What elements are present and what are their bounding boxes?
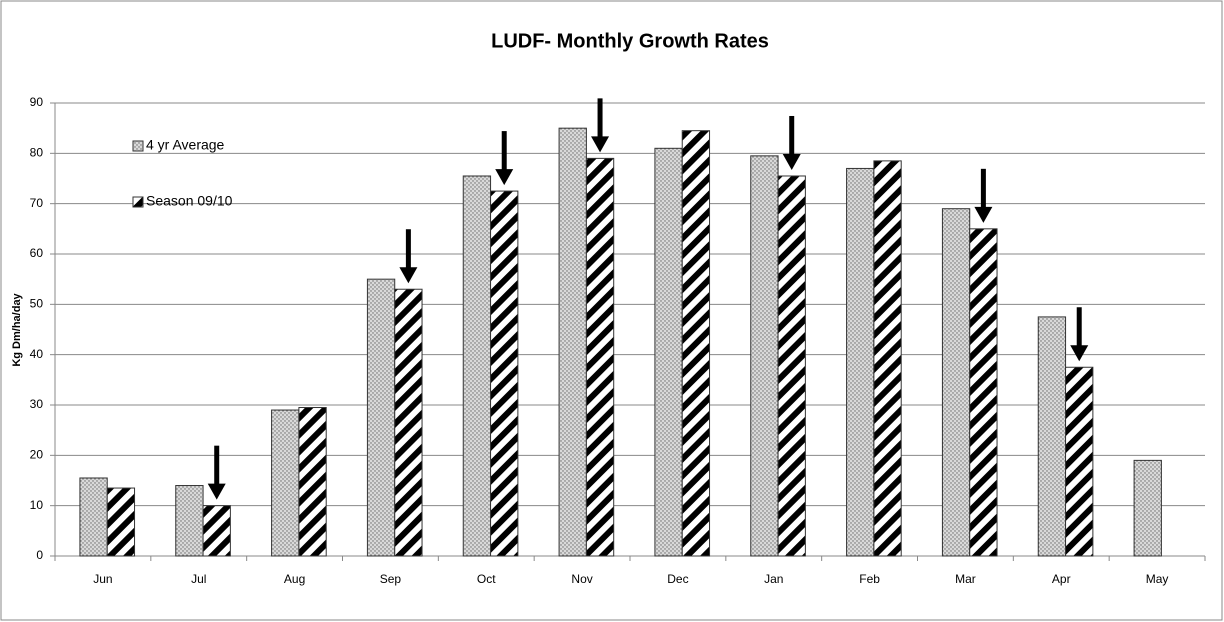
x-tick-label: Nov bbox=[571, 572, 592, 586]
bar bbox=[106, 487, 136, 557]
y-tick-label: 40 bbox=[30, 347, 44, 361]
arrow-head bbox=[207, 483, 226, 500]
y-tick-label: 0 bbox=[36, 548, 43, 562]
y-tick-label: 70 bbox=[30, 196, 44, 210]
legend-label: 4 yr Average bbox=[146, 137, 225, 153]
bar bbox=[1065, 366, 1094, 557]
bar bbox=[941, 208, 971, 557]
y-tick-label: 60 bbox=[30, 246, 44, 260]
bar bbox=[1133, 459, 1162, 557]
chart-title: LUDF- Monthly Growth Rates bbox=[491, 30, 769, 52]
x-tick-label: Jul bbox=[191, 572, 206, 586]
y-tick-label: 50 bbox=[30, 297, 44, 311]
bar bbox=[175, 485, 204, 557]
bar bbox=[585, 157, 615, 557]
arrow-head bbox=[591, 136, 610, 153]
bar bbox=[846, 167, 875, 557]
x-tick-label: Jan bbox=[764, 572, 783, 586]
arrow-head bbox=[1070, 345, 1089, 362]
y-tick-label: 90 bbox=[30, 95, 44, 109]
arrow-head bbox=[495, 169, 514, 186]
x-tick-label: Jun bbox=[93, 572, 112, 586]
bar bbox=[462, 175, 492, 557]
bar bbox=[202, 505, 231, 557]
y-tick-label: 20 bbox=[30, 448, 44, 462]
y-tick-label: 30 bbox=[30, 397, 44, 411]
x-tick-label: Oct bbox=[477, 572, 496, 586]
legend-label: Season 09/10 bbox=[146, 193, 233, 209]
arrow-head bbox=[974, 206, 993, 223]
x-tick-label: May bbox=[1146, 572, 1169, 586]
legend-swatch bbox=[132, 196, 144, 208]
legend-swatch bbox=[132, 140, 144, 152]
y-tick-label: 10 bbox=[30, 498, 44, 512]
bar bbox=[79, 477, 108, 557]
bar bbox=[681, 130, 711, 557]
bar bbox=[750, 155, 779, 557]
bar bbox=[969, 228, 998, 557]
bar bbox=[873, 160, 902, 557]
x-tick-label: Apr bbox=[1052, 572, 1071, 586]
arrow-head bbox=[782, 153, 801, 170]
x-tick-label: Sep bbox=[380, 572, 402, 586]
bar bbox=[654, 147, 683, 557]
bar bbox=[298, 407, 327, 557]
bar bbox=[1037, 316, 1067, 557]
y-tick-label: 80 bbox=[30, 146, 44, 160]
arrow-head bbox=[399, 267, 418, 284]
x-tick-label: Aug bbox=[284, 572, 305, 586]
bar bbox=[366, 278, 396, 557]
bar bbox=[394, 288, 423, 557]
x-tick-label: Dec bbox=[667, 572, 688, 586]
bar bbox=[271, 409, 300, 557]
x-tick-label: Feb bbox=[859, 572, 880, 586]
x-tick-label: Mar bbox=[955, 572, 976, 586]
bar bbox=[490, 190, 519, 557]
y-axis-label: Kg Dm/ha/day bbox=[11, 292, 23, 366]
bar bbox=[777, 175, 806, 557]
bar bbox=[558, 127, 587, 557]
